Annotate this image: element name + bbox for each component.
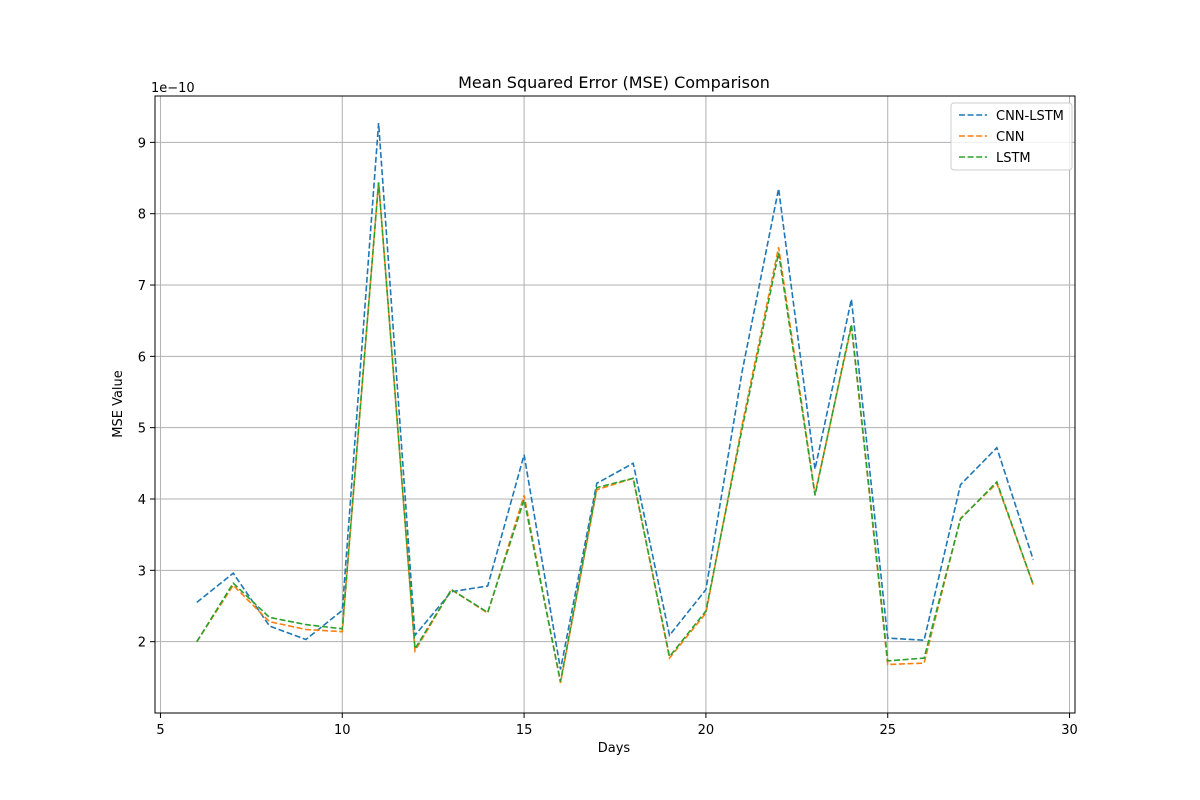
y-tick-label: 3 bbox=[138, 564, 146, 579]
y-axis-label: MSE Value bbox=[111, 370, 126, 438]
y-tick-label: 8 bbox=[138, 208, 146, 223]
legend-entry: CNN-LSTM bbox=[996, 109, 1064, 124]
legend-entry: LSTM bbox=[996, 151, 1031, 166]
series-line-cnn-lstm bbox=[196, 123, 1034, 670]
y-tick-label: 6 bbox=[138, 350, 146, 365]
plot-frame bbox=[154, 95, 1076, 714]
y-tick-label: 4 bbox=[138, 493, 146, 508]
series-line-cnn bbox=[196, 181, 1034, 684]
series-line-lstm bbox=[196, 182, 1034, 682]
legend-box bbox=[950, 102, 1073, 171]
grid-lines bbox=[155, 96, 1075, 713]
x-tick-label: 20 bbox=[698, 723, 715, 738]
series-layer bbox=[196, 123, 1034, 684]
y-scale-label: 1e−10 bbox=[151, 81, 195, 96]
y-tick-label: 7 bbox=[138, 279, 146, 294]
x-tick-label: 15 bbox=[516, 723, 533, 738]
y-tick-label: 2 bbox=[138, 636, 146, 651]
y-tick-label: 5 bbox=[138, 422, 146, 437]
legend: CNN-LSTM CNN LSTM bbox=[950, 102, 1073, 171]
x-tick-label: 25 bbox=[879, 723, 896, 738]
y-axis-ticks: 2 3 4 5 6 7 8 9 bbox=[138, 136, 155, 651]
chart-title: Mean Squared Error (MSE) Comparison bbox=[458, 73, 770, 92]
x-tick-label: 5 bbox=[156, 723, 164, 738]
legend-entry: CNN bbox=[996, 130, 1025, 145]
x-tick-label: 30 bbox=[1061, 723, 1078, 738]
y-tick-label: 9 bbox=[138, 136, 146, 151]
x-axis-label: Days bbox=[598, 741, 631, 756]
x-tick-label: 10 bbox=[334, 723, 351, 738]
x-axis-ticks: 5 10 15 20 25 30 bbox=[156, 713, 1078, 738]
